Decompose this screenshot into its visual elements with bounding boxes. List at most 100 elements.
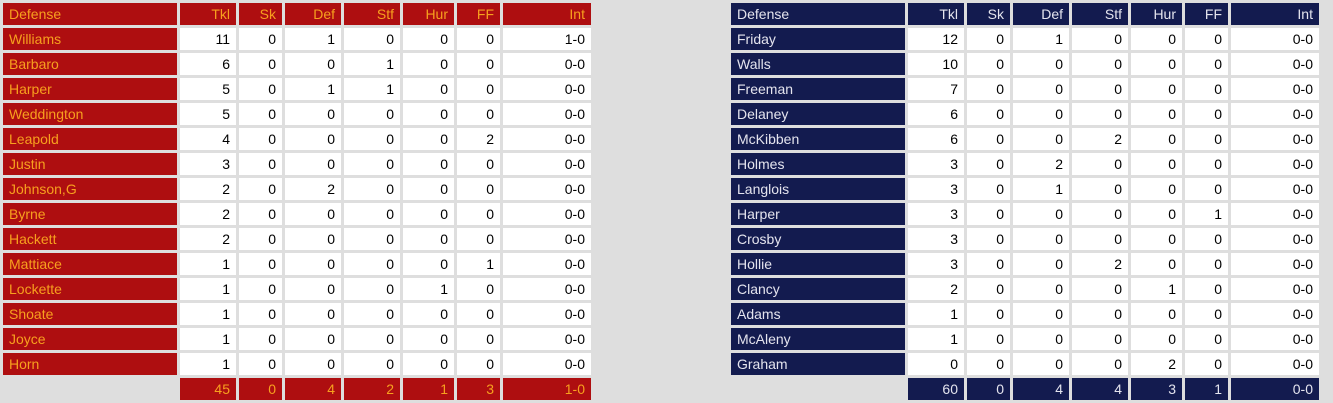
stat-value-cell: 0 xyxy=(285,103,341,125)
stat-value-cell: 12 xyxy=(908,28,964,50)
player-name-cell: Adams xyxy=(731,303,905,325)
stat-value-cell: 0 xyxy=(1185,253,1228,275)
stat-value-cell: 0 xyxy=(285,253,341,275)
stat-value-cell: 0 xyxy=(967,178,1010,200)
stat-value-cell: 0 xyxy=(1185,278,1228,300)
stat-value-cell: 0-0 xyxy=(503,253,591,275)
column-header-defense: Defense xyxy=(731,3,905,25)
stat-value-cell: 0 xyxy=(285,328,341,350)
player-row: Graham 0 0 0 0 2 0 0-0 xyxy=(731,353,1319,375)
stat-value-cell: 0 xyxy=(344,28,400,50)
player-row: Delaney 6 0 0 0 0 0 0-0 xyxy=(731,103,1319,125)
player-row: Hollie 3 0 0 2 0 0 0-0 xyxy=(731,253,1319,275)
stat-value-cell: 0 xyxy=(239,328,282,350)
stat-value-cell: 0 xyxy=(285,303,341,325)
player-row: Hackett 2 0 0 0 0 0 0-0 xyxy=(3,228,591,250)
stat-value-cell: 0-0 xyxy=(503,53,591,75)
column-header-sk: Sk xyxy=(239,3,282,25)
player-row: Horn 1 0 0 0 0 0 0-0 xyxy=(3,353,591,375)
stat-value-cell: 1 xyxy=(908,303,964,325)
column-header-int: Int xyxy=(503,3,591,25)
player-row: Barbaro 6 0 0 1 0 0 0-0 xyxy=(3,53,591,75)
stat-value-cell: 0-0 xyxy=(503,328,591,350)
stat-value-cell: 0 xyxy=(1013,228,1069,250)
stat-value-cell: 0 xyxy=(1131,178,1182,200)
stat-value-cell: 2 xyxy=(1072,128,1128,150)
stat-value-cell: 0-0 xyxy=(503,303,591,325)
stat-value-cell: 0 xyxy=(967,28,1010,50)
stat-value-cell: 0 xyxy=(1072,328,1128,350)
player-row: Lockette 1 0 0 0 1 0 0-0 xyxy=(3,278,591,300)
stat-value-cell: 0 xyxy=(344,203,400,225)
player-row: McAleny 1 0 0 0 0 0 0-0 xyxy=(731,328,1319,350)
totals-row: 45 0 4 2 1 3 1-0 xyxy=(3,378,591,400)
stat-value-cell: 1 xyxy=(1185,203,1228,225)
stat-value-cell: 0 xyxy=(1131,28,1182,50)
stat-value-cell: 0 xyxy=(239,153,282,175)
player-name-cell: Byrne xyxy=(3,203,177,225)
stat-value-cell: 0 xyxy=(285,203,341,225)
table-footer: 45 0 4 2 1 3 1-0 xyxy=(3,378,591,400)
total-stat-cell: 0 xyxy=(239,378,282,400)
stat-value-cell: 0 xyxy=(344,128,400,150)
column-header-int: Int xyxy=(1231,3,1319,25)
player-name-cell: Freeman xyxy=(731,78,905,100)
stat-value-cell: 0 xyxy=(457,228,500,250)
stat-value-cell: 0-0 xyxy=(1231,103,1319,125)
stat-value-cell: 5 xyxy=(180,78,236,100)
stat-value-cell: 0 xyxy=(1072,303,1128,325)
stat-value-cell: 0 xyxy=(239,103,282,125)
stat-value-cell: 0-0 xyxy=(503,178,591,200)
player-name-cell: Joyce xyxy=(3,328,177,350)
stat-value-cell: 4 xyxy=(180,128,236,150)
stat-value-cell: 0 xyxy=(1185,28,1228,50)
stat-value-cell: 0-0 xyxy=(1231,53,1319,75)
stat-value-cell: 0 xyxy=(239,78,282,100)
table-header: Defense Tkl Sk Def Stf Hur FF Int xyxy=(731,3,1319,25)
player-row: Harper 5 0 1 1 0 0 0-0 xyxy=(3,78,591,100)
stat-value-cell: 0 xyxy=(908,353,964,375)
stat-value-cell: 0-0 xyxy=(503,128,591,150)
stat-value-cell: 0 xyxy=(1185,328,1228,350)
stat-value-cell: 6 xyxy=(908,128,964,150)
stat-value-cell: 1 xyxy=(908,328,964,350)
stat-value-cell: 0-0 xyxy=(503,228,591,250)
stat-value-cell: 0 xyxy=(457,353,500,375)
stat-value-cell: 1 xyxy=(180,303,236,325)
stat-value-cell: 0 xyxy=(1013,353,1069,375)
player-row: Johnson,G 2 0 2 0 0 0 0-0 xyxy=(3,178,591,200)
player-row: Adams 1 0 0 0 0 0 0-0 xyxy=(731,303,1319,325)
stat-value-cell: 0 xyxy=(967,78,1010,100)
column-header-sk: Sk xyxy=(967,3,1010,25)
player-name-cell: Harper xyxy=(3,78,177,100)
stat-value-cell: 0 xyxy=(1072,353,1128,375)
column-header-tkl: Tkl xyxy=(908,3,964,25)
player-name-cell: Friday xyxy=(731,28,905,50)
column-header-hur: Hur xyxy=(403,3,454,25)
total-stat-cell: 3 xyxy=(457,378,500,400)
stat-value-cell: 0 xyxy=(344,228,400,250)
total-stat-cell: 3 xyxy=(1131,378,1182,400)
stat-value-cell: 0 xyxy=(457,53,500,75)
stat-value-cell: 0 xyxy=(967,53,1010,75)
total-stat-cell: 45 xyxy=(180,378,236,400)
stat-value-cell: 0 xyxy=(1013,103,1069,125)
player-name-cell: Langlois xyxy=(731,178,905,200)
column-header-def: Def xyxy=(1013,3,1069,25)
stat-value-cell: 0 xyxy=(1131,103,1182,125)
player-row: Williams 11 0 1 0 0 0 1-0 xyxy=(3,28,591,50)
total-stat-cell: 0 xyxy=(967,378,1010,400)
stat-value-cell: 0 xyxy=(1013,53,1069,75)
stat-value-cell: 0-0 xyxy=(1231,228,1319,250)
stat-value-cell: 0 xyxy=(1185,128,1228,150)
stat-value-cell: 0 xyxy=(1185,103,1228,125)
stat-value-cell: 0 xyxy=(403,78,454,100)
player-row: Joyce 1 0 0 0 0 0 0-0 xyxy=(3,328,591,350)
stat-value-cell: 0 xyxy=(1185,303,1228,325)
stat-value-cell: 0 xyxy=(1013,328,1069,350)
table-body: Friday 12 0 1 0 0 0 0-0 Walls 10 0 0 0 0 0 0-0 Freeman 7 0… xyxy=(731,28,1319,375)
stat-value-cell: 1 xyxy=(180,278,236,300)
player-row: Crosby 3 0 0 0 0 0 0-0 xyxy=(731,228,1319,250)
stat-value-cell: 0 xyxy=(239,253,282,275)
totals-blank-cell xyxy=(731,378,905,400)
